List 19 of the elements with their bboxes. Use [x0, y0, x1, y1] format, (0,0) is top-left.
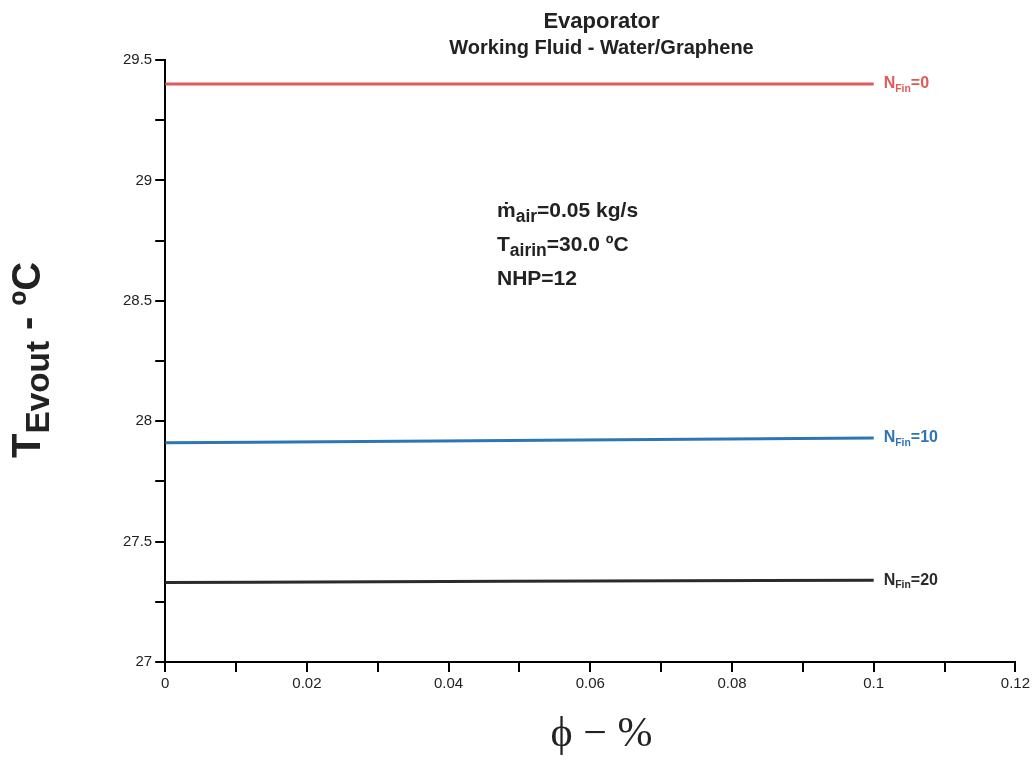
y-tick-label: 28.5	[122, 290, 153, 308]
y-tick-label: 29	[135, 170, 153, 188]
y-tick-label: 29.5	[122, 50, 153, 68]
x-tick-label: 0.06	[575, 674, 605, 692]
annotation: ṁ$_{air}$=0.05 kg/s	[497, 197, 639, 229]
x-tick-label: 0.04	[434, 674, 464, 692]
annotation: NHP=12	[497, 265, 578, 292]
x-tick-label: 0.08	[717, 674, 747, 692]
x-tick-label: 0.1	[863, 674, 885, 692]
y-tick-label: 27	[135, 652, 153, 670]
x-tick-label: 0.12	[1000, 674, 1030, 692]
y-tick-label: 28	[135, 411, 153, 429]
x-tick-label: 0	[161, 674, 170, 692]
y-tick-label: 27.5	[122, 531, 153, 549]
chart-subtitle: Working Fluid - Water/Graphene	[448, 36, 755, 59]
x-axis-title: ϕ − %	[549, 708, 654, 756]
x-tick-label: 0.02	[292, 674, 322, 692]
chart-title: Evaporator	[542, 8, 661, 34]
annotation: T$_{airin}$=30.0 ºC	[497, 231, 630, 263]
